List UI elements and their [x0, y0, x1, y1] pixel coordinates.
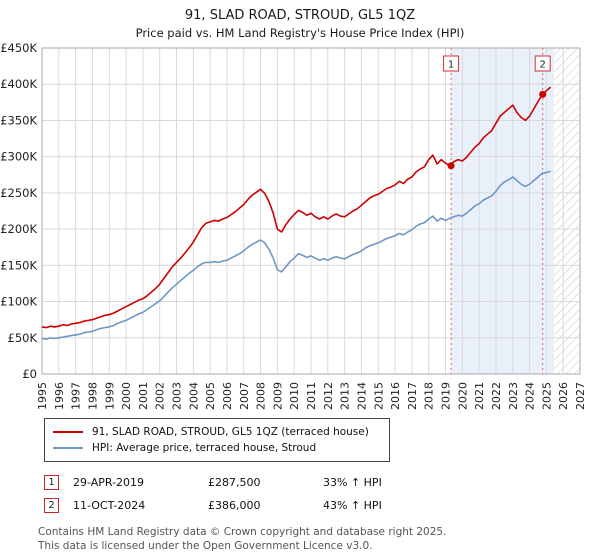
transaction-1-date: 29-APR-2019 [73, 476, 145, 489]
svg-text:£50K: £50K [8, 331, 38, 345]
svg-text:£200K: £200K [0, 222, 37, 236]
transaction-row-2: 2 11-OCT-2024 £386,000 43% ↑ HPI [44, 494, 600, 517]
transaction-1-hpi: 33% ↑ HPI [323, 476, 382, 489]
svg-text:2015: 2015 [372, 382, 385, 410]
svg-text:1998: 1998 [86, 382, 99, 410]
transaction-row-1: 1 29-APR-2019 £287,500 33% ↑ HPI [44, 471, 600, 494]
svg-text:2020: 2020 [456, 382, 469, 410]
svg-text:1: 1 [448, 60, 454, 71]
svg-text:£400K: £400K [0, 77, 37, 91]
footer-line-2: This data is licensed under the Open Gov… [38, 539, 373, 552]
marker-2-badge: 2 [44, 498, 59, 513]
transaction-1-price: £287,500 [208, 476, 261, 489]
svg-text:2026: 2026 [557, 382, 570, 410]
svg-text:2002: 2002 [154, 382, 167, 410]
svg-text:1997: 1997 [70, 382, 83, 410]
price-chart: 1995 1996 1997 1998 1999 2000 2001 2002 2003 2004… [0, 41, 587, 410]
license-footer: Contains HM Land Registry data © Crown c… [38, 526, 600, 553]
transaction-2-date: 11-OCT-2024 [73, 499, 146, 512]
svg-text:2005: 2005 [204, 382, 217, 410]
svg-text:£450K: £450K [0, 41, 37, 55]
svg-text:2025: 2025 [540, 382, 553, 410]
page-subtitle: Price paid vs. HM Land Registry's House … [135, 26, 465, 40]
page-title: 91, SLAD ROAD, STROUD, GL5 1QZ [184, 8, 416, 23]
svg-text:2017: 2017 [406, 382, 419, 410]
svg-text:2016: 2016 [389, 382, 402, 410]
svg-text:£300K: £300K [0, 150, 37, 164]
svg-text:£250K: £250K [0, 186, 37, 200]
footer-line-1: Contains HM Land Registry data © Crown c… [38, 526, 447, 538]
svg-text:1999: 1999 [103, 382, 116, 410]
svg-text:2011: 2011 [305, 382, 318, 410]
svg-text:2013: 2013 [339, 382, 352, 410]
svg-text:£150K: £150K [0, 258, 37, 272]
svg-text:2001: 2001 [137, 382, 150, 410]
svg-text:2: 2 [539, 60, 545, 71]
svg-text:1996: 1996 [53, 382, 66, 410]
svg-text:2027: 2027 [574, 382, 587, 410]
legend-row-hpi: HPI: Average price, terraced house, Stro… [53, 440, 381, 456]
svg-text:2008: 2008 [255, 382, 268, 410]
svg-text:2021: 2021 [473, 382, 486, 410]
red-line-swatch [53, 431, 83, 433]
blue-line-swatch [53, 447, 83, 449]
marker-1-badge: 1 [44, 475, 59, 490]
svg-text:£350K: £350K [0, 113, 37, 127]
transaction-2-hpi: 43% ↑ HPI [323, 499, 382, 512]
svg-text:2000: 2000 [120, 382, 133, 410]
chart-legend: 91, SLAD ROAD, STROUD, GL5 1QZ (terraced… [44, 418, 390, 462]
svg-text:2003: 2003 [171, 382, 184, 410]
svg-text:2014: 2014 [355, 382, 368, 410]
svg-text:2023: 2023 [507, 382, 520, 410]
svg-text:2024: 2024 [524, 382, 537, 410]
svg-text:2007: 2007 [238, 382, 251, 410]
svg-text:2006: 2006 [221, 382, 234, 410]
svg-text:2018: 2018 [423, 382, 436, 410]
svg-text:1995: 1995 [36, 382, 49, 410]
transaction-list: 1 29-APR-2019 £287,500 33% ↑ HPI 2 11-OC… [44, 471, 600, 517]
svg-text:2019: 2019 [440, 382, 453, 410]
svg-text:2004: 2004 [187, 382, 200, 410]
legend-label-hpi: HPI: Average price, terraced house, Stro… [92, 442, 317, 454]
svg-text:£100K: £100K [0, 295, 37, 309]
transaction-2-price: £386,000 [208, 499, 261, 512]
svg-text:2012: 2012 [322, 382, 335, 410]
svg-text:2009: 2009 [271, 382, 284, 410]
svg-text:£0: £0 [22, 367, 37, 381]
svg-text:2010: 2010 [288, 382, 301, 410]
legend-label-property: 91, SLAD ROAD, STROUD, GL5 1QZ (terraced… [92, 426, 369, 438]
legend-row-property: 91, SLAD ROAD, STROUD, GL5 1QZ (terraced… [53, 424, 381, 440]
svg-text:2022: 2022 [490, 382, 503, 410]
